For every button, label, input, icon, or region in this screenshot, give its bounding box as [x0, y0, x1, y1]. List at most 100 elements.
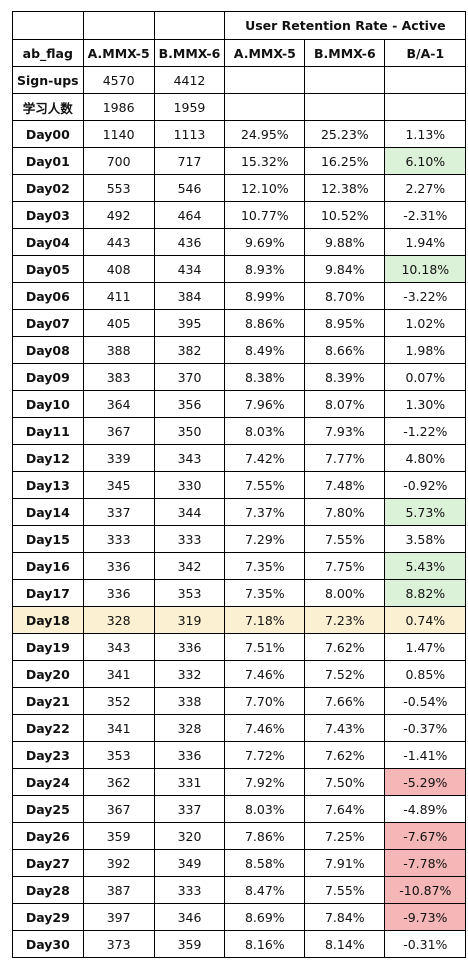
row-label: Day24: [12, 768, 84, 796]
cell-a-rate: 7.92%: [224, 768, 306, 796]
cell-a-count: 359: [82, 822, 155, 850]
cell-a-count: 353: [82, 741, 155, 769]
cell-b-count: 356: [153, 390, 226, 418]
row-label: Day04: [12, 228, 84, 256]
table-row: Day30 373 359 8.16% 8.14% -0.31%: [12, 930, 467, 958]
cell-a-rate: 8.99%: [224, 282, 306, 310]
cell-a-count: 411: [82, 282, 155, 310]
cell-a-rate: 7.46%: [224, 714, 306, 742]
cell-b-rate: 7.50%: [304, 768, 386, 796]
summary-row: Sign-ups 4570 4412: [12, 66, 467, 94]
cell-b-count: 346: [153, 903, 226, 931]
cell-a-count: 337: [82, 498, 155, 526]
cell-a-rate: 8.38%: [224, 363, 306, 391]
cell-a-count: 387: [82, 876, 155, 904]
cell-a-rate: 8.69%: [224, 903, 306, 931]
cell-a-count: 367: [82, 417, 155, 445]
cell-a-rate: 10.77%: [224, 201, 306, 229]
cell-diff: -0.37%: [384, 714, 467, 742]
cell-a-count: 336: [82, 579, 155, 607]
row-label: Day28: [12, 876, 84, 904]
cell-b-rate: 7.91%: [304, 849, 386, 877]
cell-b-rate: 10.52%: [304, 201, 386, 229]
cell-b-count: 343: [153, 444, 226, 472]
cell-a-rate: 7.70%: [224, 687, 306, 715]
row-label: Day11: [12, 417, 84, 445]
row-label: Day05: [12, 255, 84, 283]
cell-a-count: 352: [82, 687, 155, 715]
row-label: Day25: [12, 795, 84, 823]
cell-a-count: 373: [82, 930, 155, 958]
empty-cell: [384, 66, 467, 94]
cell-b-rate: 7.55%: [304, 525, 386, 553]
cell-b-rate: 7.55%: [304, 876, 386, 904]
row-label: Day02: [12, 174, 84, 202]
row-label: 学习人数: [12, 93, 84, 121]
cell-b-rate: 7.62%: [304, 741, 386, 769]
cell-b-count: 336: [153, 633, 226, 661]
cell-a-count: 339: [82, 444, 155, 472]
cell-b-count: 350: [153, 417, 226, 445]
table-row: Day21 352 338 7.70% 7.66% -0.54%: [12, 687, 467, 715]
cell-b-rate: 8.95%: [304, 309, 386, 337]
cell-a-rate: 7.35%: [224, 552, 306, 580]
cell-a-rate: 8.47%: [224, 876, 306, 904]
cell-b-count: 370: [153, 363, 226, 391]
row-label: Day06: [12, 282, 84, 310]
row-label: Day20: [12, 660, 84, 688]
empty-cell: [304, 66, 386, 94]
table-row: Day18 328 319 7.18% 7.23% 0.74%: [12, 606, 467, 634]
row-label: Day00: [12, 120, 84, 148]
cell-b-rate: 8.39%: [304, 363, 386, 391]
cell-a-count: 336: [82, 552, 155, 580]
cell-b-count: 320: [153, 822, 226, 850]
table-row: Day25 367 337 8.03% 7.64% -4.89%: [12, 795, 467, 823]
cell-b-rate: 8.14%: [304, 930, 386, 958]
cell-a-rate: 8.49%: [224, 336, 306, 364]
table-row: Day15 333 333 7.29% 7.55% 3.58%: [12, 525, 467, 553]
cell-a-count: 328: [82, 606, 155, 634]
cell-b-count: 333: [153, 876, 226, 904]
cell-diff: 1.47%: [384, 633, 467, 661]
cell-b-count: 464: [153, 201, 226, 229]
row-label: Day01: [12, 147, 84, 175]
table-row: Day09 383 370 8.38% 8.39% 0.07%: [12, 363, 467, 391]
cell-a-count: 362: [82, 768, 155, 796]
empty-cell: [384, 93, 467, 121]
cell-diff: 1.98%: [384, 336, 467, 364]
cell-a-count: 408: [82, 255, 155, 283]
group-header-retention: User Retention Rate - Active: [224, 11, 467, 40]
table-row: Day22 341 328 7.46% 7.43% -0.37%: [12, 714, 467, 742]
cell-a-count: 367: [82, 795, 155, 823]
cell-a-rate: 7.55%: [224, 471, 306, 499]
cell-diff: 1.02%: [384, 309, 467, 337]
row-label: Day15: [12, 525, 84, 553]
table-row: Day08 388 382 8.49% 8.66% 1.98%: [12, 336, 467, 364]
cell-b-count: 336: [153, 741, 226, 769]
cell-b-rate: 7.93%: [304, 417, 386, 445]
cell-b-count: 331: [153, 768, 226, 796]
cell-a-count: 1986: [82, 93, 155, 121]
row-label: Day12: [12, 444, 84, 472]
cell-diff: -7.67%: [384, 822, 467, 850]
table-row: Day23 353 336 7.72% 7.62% -1.41%: [12, 741, 467, 769]
cell-a-rate: 8.86%: [224, 309, 306, 337]
table-row: Day29 397 346 8.69% 7.84% -9.73%: [12, 903, 467, 931]
empty-cell: [224, 66, 306, 94]
cell-b-rate: 7.48%: [304, 471, 386, 499]
cell-a-count: 341: [82, 714, 155, 742]
cell-diff: -5.29%: [384, 768, 467, 796]
table-row: Day16 336 342 7.35% 7.75% 5.43%: [12, 552, 467, 580]
cell-a-count: 392: [82, 849, 155, 877]
cell-a-count: 443: [82, 228, 155, 256]
row-label: Day17: [12, 579, 84, 607]
table-row: Day07 405 395 8.86% 8.95% 1.02%: [12, 309, 467, 337]
cell-a-rate: 7.51%: [224, 633, 306, 661]
cell-a-count: 405: [82, 309, 155, 337]
row-label: Day19: [12, 633, 84, 661]
cell-a-rate: 7.37%: [224, 498, 306, 526]
cell-diff: 1.30%: [384, 390, 467, 418]
column-header: B/A-1: [384, 39, 467, 67]
cell-b-count: 384: [153, 282, 226, 310]
row-label: Day30: [12, 930, 84, 958]
